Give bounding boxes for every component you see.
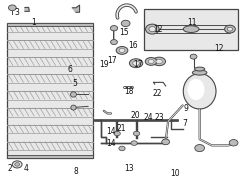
Circle shape — [15, 163, 20, 166]
Circle shape — [111, 40, 117, 45]
Text: 9: 9 — [184, 104, 189, 113]
Text: 2: 2 — [8, 164, 12, 173]
Text: 20: 20 — [131, 111, 140, 120]
Circle shape — [121, 20, 130, 27]
Text: 13: 13 — [124, 164, 134, 173]
Text: 23: 23 — [155, 113, 164, 122]
Ellipse shape — [183, 26, 199, 32]
Text: 12: 12 — [214, 44, 224, 53]
Text: 5: 5 — [72, 79, 77, 88]
Text: 15: 15 — [120, 28, 129, 37]
Text: 14: 14 — [106, 127, 116, 136]
Text: 3: 3 — [14, 8, 19, 17]
Text: 6: 6 — [67, 65, 72, 74]
Circle shape — [12, 161, 22, 168]
Circle shape — [133, 131, 140, 136]
Bar — [7, 155, 93, 158]
Text: 12: 12 — [154, 25, 163, 34]
Text: 8: 8 — [73, 167, 78, 176]
Circle shape — [119, 146, 125, 151]
Ellipse shape — [153, 57, 165, 66]
Text: 16: 16 — [128, 41, 138, 50]
Circle shape — [162, 139, 170, 145]
Ellipse shape — [192, 70, 207, 75]
Text: 24: 24 — [143, 113, 153, 122]
Bar — [144, 9, 238, 50]
Ellipse shape — [133, 61, 139, 65]
Text: 17: 17 — [108, 56, 117, 65]
Circle shape — [229, 140, 238, 146]
Ellipse shape — [116, 46, 128, 54]
Circle shape — [9, 5, 16, 11]
Ellipse shape — [119, 48, 125, 52]
Ellipse shape — [71, 105, 76, 110]
Ellipse shape — [156, 59, 162, 64]
Text: 19: 19 — [99, 60, 109, 69]
Circle shape — [225, 25, 235, 33]
Polygon shape — [72, 5, 80, 12]
Circle shape — [110, 26, 118, 31]
Text: 10: 10 — [171, 169, 180, 178]
Bar — [7, 23, 93, 26]
Ellipse shape — [187, 79, 204, 100]
Circle shape — [195, 145, 204, 152]
Text: 17: 17 — [133, 60, 142, 69]
Ellipse shape — [194, 67, 205, 71]
Circle shape — [131, 141, 137, 145]
Text: 11: 11 — [188, 18, 197, 27]
Ellipse shape — [71, 92, 76, 97]
Bar — [7, 23, 93, 158]
Text: 22: 22 — [152, 89, 162, 98]
Circle shape — [190, 54, 197, 59]
Ellipse shape — [129, 59, 143, 68]
Text: 21: 21 — [116, 124, 125, 133]
Text: 14: 14 — [106, 139, 116, 148]
Text: 7: 7 — [183, 119, 188, 128]
Circle shape — [114, 131, 120, 136]
Ellipse shape — [183, 73, 216, 109]
Text: 18: 18 — [124, 87, 134, 96]
Polygon shape — [25, 7, 29, 11]
Circle shape — [149, 27, 156, 32]
Ellipse shape — [145, 58, 157, 65]
Text: 1: 1 — [31, 18, 36, 27]
Ellipse shape — [148, 59, 154, 63]
Text: 4: 4 — [24, 164, 29, 173]
Circle shape — [227, 27, 233, 31]
Circle shape — [145, 24, 159, 34]
